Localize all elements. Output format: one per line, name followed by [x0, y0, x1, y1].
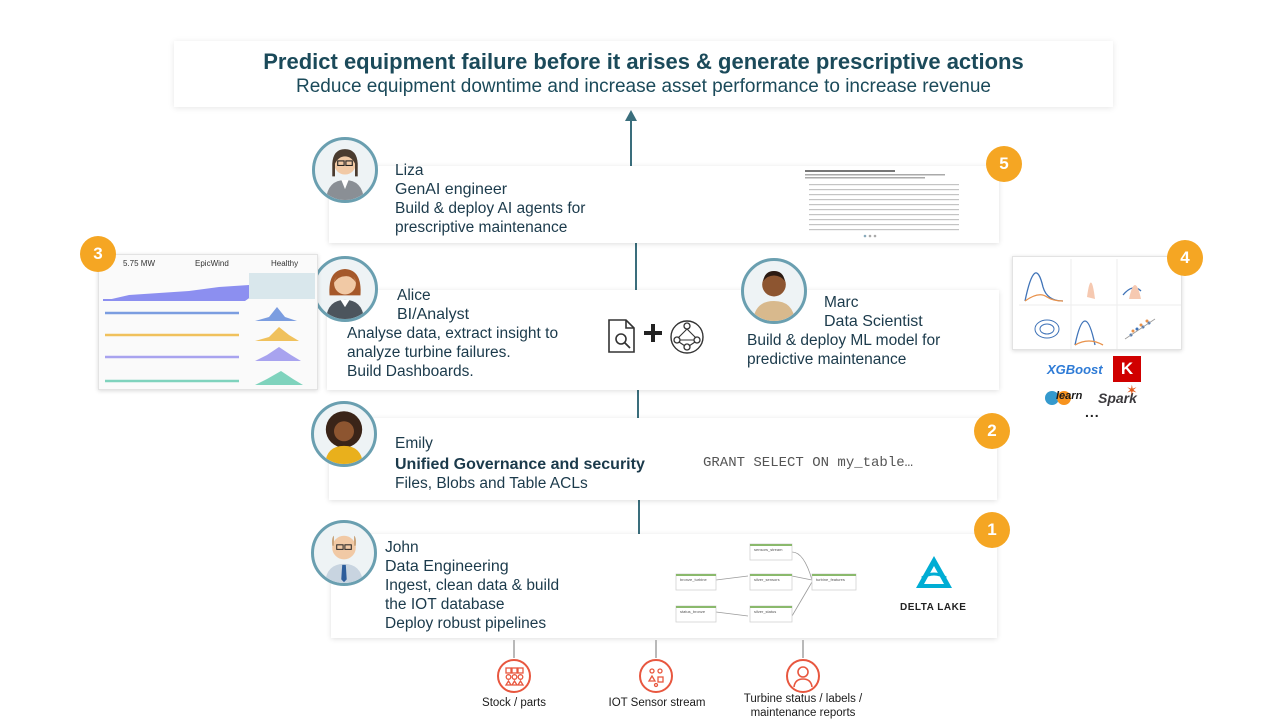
turbine-status-label-2: maintenance reports	[750, 707, 856, 719]
dashboard-kpi-1: 5.75 MW	[123, 259, 156, 268]
marc-avatar	[741, 258, 807, 324]
dashboard-kpi-3: Healthy	[271, 259, 299, 268]
john-desc3: Deploy robust pipelines	[385, 615, 547, 632]
agent-table-thumbnail	[803, 168, 963, 240]
header-card: Predict equipment failure before it aris…	[174, 41, 1113, 107]
john-desc2: the IOT database	[385, 596, 505, 613]
pipeline-node-6: turbine_features	[816, 577, 845, 582]
iot-sensor-icon	[639, 659, 673, 693]
john-name: John	[385, 539, 419, 556]
arrow-up-icon	[625, 110, 637, 121]
flow-line-2	[635, 243, 637, 291]
liza-text: Liza GenAI engineer Build & deploy AI ag…	[395, 161, 585, 237]
stock-parts-label: Stock / parts	[482, 697, 546, 709]
step-badge-5: 5	[986, 146, 1022, 182]
emily-role: Unified Governance and security	[395, 456, 645, 473]
liza-role: GenAI engineer	[395, 181, 508, 198]
iot-sensor-label: IOT Sensor stream	[608, 697, 706, 709]
liza-avatar	[312, 137, 378, 203]
ml-plots-thumbnail	[1012, 256, 1182, 350]
step-badge-3: 3	[80, 236, 116, 272]
header-title: Predict equipment failure before it aris…	[263, 49, 1024, 74]
flow-line-top	[630, 118, 632, 166]
liza-desc1: Build & deploy AI agents for	[395, 200, 586, 217]
network-icon	[668, 318, 706, 356]
emily-avatar	[311, 401, 377, 467]
pipeline-node-3: silver_sensors	[754, 577, 780, 582]
john-card	[331, 534, 997, 638]
dashboard-kpi-2: EpicWind	[195, 259, 229, 268]
alice-text: Alice BI/Analyst Analyse data, extract i…	[347, 286, 558, 381]
flow-line-3	[637, 390, 639, 418]
dashboard-thumbnail: 5.75 MW EpicWind Healthy	[98, 254, 318, 390]
marc-role: Data Scientist	[824, 313, 923, 330]
alice-desc2: analyze turbine failures.	[347, 344, 511, 361]
pipeline-node-1: bronze_turbine	[680, 577, 707, 582]
marc-desc1: Build & deploy ML model for	[747, 332, 941, 349]
flow-line-4	[638, 500, 640, 534]
stock-parts-icon	[497, 659, 531, 693]
alice-desc3: Build Dashboards.	[347, 363, 474, 380]
step-badge-2: 2	[974, 413, 1010, 449]
emily-name: Emily	[395, 435, 433, 452]
marc-text: Marc Data Scientist Build & deploy ML mo…	[747, 293, 940, 369]
step-badge-1: 1	[974, 512, 1010, 548]
turbine-status-icon	[786, 659, 820, 693]
john-desc1: Ingest, clean data & build	[385, 577, 560, 594]
pipeline-node-2: sensors_stream	[754, 547, 783, 552]
xgboost-logo: XGBoost	[1047, 362, 1103, 377]
spark-star-icon: ✶	[1126, 382, 1138, 398]
header-subtitle: Reduce equipment downtime and increase a…	[296, 76, 991, 97]
sklearn-text: learn	[1056, 390, 1083, 402]
john-role: Data Engineering	[385, 558, 509, 575]
keras-logo: K	[1113, 356, 1141, 382]
spark-logo: Spark	[1098, 390, 1137, 406]
emily-desc1: Files, Blobs and Table ACLs	[395, 475, 588, 492]
emily-card	[329, 418, 997, 500]
plus-icon	[643, 323, 663, 343]
delta-lake-icon	[914, 554, 954, 592]
john-text: John Data Engineering Ingest, clean data…	[385, 538, 559, 633]
more-libs: ...	[1085, 404, 1100, 420]
doc-search-icon	[606, 318, 638, 354]
alice-name: Alice	[397, 287, 431, 304]
sklearn-logo: learn	[1044, 388, 1090, 408]
pipeline-node-5: status_bronze	[680, 609, 706, 614]
alice-desc1: Analyse data, extract insight to	[347, 325, 559, 342]
step-badge-4: 4	[1167, 240, 1203, 276]
marc-name: Marc	[824, 294, 859, 311]
turbine-status-label-1: Turbine status / labels /	[743, 693, 863, 705]
liza-desc2: prescriptive maintenance	[395, 219, 568, 236]
pipeline-node-4: silver_status	[754, 609, 777, 614]
emily-text: Emily Unified Governance and security Fi…	[395, 434, 645, 493]
alice-marc-card	[327, 290, 999, 390]
pipeline-graph: bronze_turbine sensors_stream silver_sen…	[672, 540, 884, 628]
source-line-2	[655, 640, 657, 658]
marc-desc2: predictive maintenance	[747, 351, 907, 368]
source-line-3	[802, 640, 804, 658]
john-avatar	[311, 520, 377, 586]
alice-role: BI/Analyst	[397, 306, 470, 323]
source-line-1	[513, 640, 515, 658]
delta-lake-label: DELTA LAKE	[900, 602, 967, 613]
grant-code: GRANT SELECT ON my_table…	[703, 455, 914, 471]
alice-avatar	[312, 256, 378, 322]
liza-name: Liza	[395, 162, 424, 179]
